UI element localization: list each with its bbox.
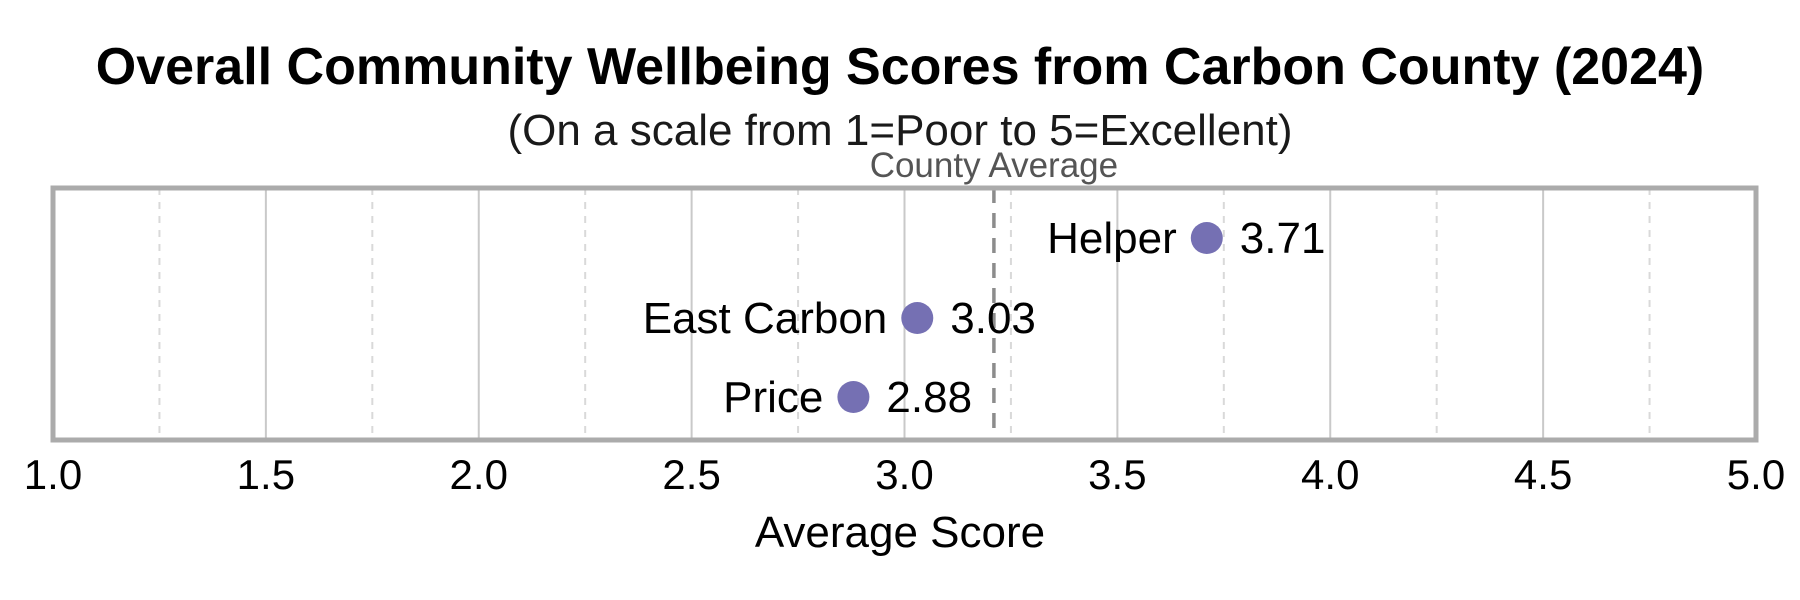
x-tick-label: 1.0 — [23, 451, 83, 498]
x-tick-label: 4.0 — [1301, 451, 1360, 498]
x-tick-label: 3.5 — [1088, 451, 1147, 498]
x-tick-label: 1.5 — [236, 451, 296, 498]
x-tick-label: 2.5 — [662, 451, 721, 498]
x-tick-label: 2.0 — [449, 451, 508, 498]
data-point-dot — [1190, 222, 1223, 254]
data-point-value: 2.88 — [886, 373, 973, 422]
data-point-label: East Carbon — [642, 294, 888, 343]
data-point-dot — [901, 302, 934, 334]
data-point-label: Price — [723, 373, 824, 422]
x-tick-label: 5.0 — [1726, 451, 1786, 498]
data-point-value: 3.03 — [950, 294, 1036, 343]
chart-subtitle: (On a scale from 1=Poor to 5=Excellent) — [507, 106, 1293, 155]
x-tick-label: 4.5 — [1513, 451, 1573, 498]
data-point-value: 3.71 — [1239, 214, 1326, 263]
data-point-dot — [837, 381, 870, 413]
x-axis-label: Average Score — [754, 508, 1046, 557]
data-point-label: Helper — [1047, 214, 1177, 263]
x-tick-label: 3.0 — [875, 451, 934, 498]
plot-border — [50, 185, 1759, 443]
reference-line-label: County Average — [869, 146, 1119, 185]
chart-title: Overall Community Wellbeing Scores from … — [95, 38, 1705, 96]
